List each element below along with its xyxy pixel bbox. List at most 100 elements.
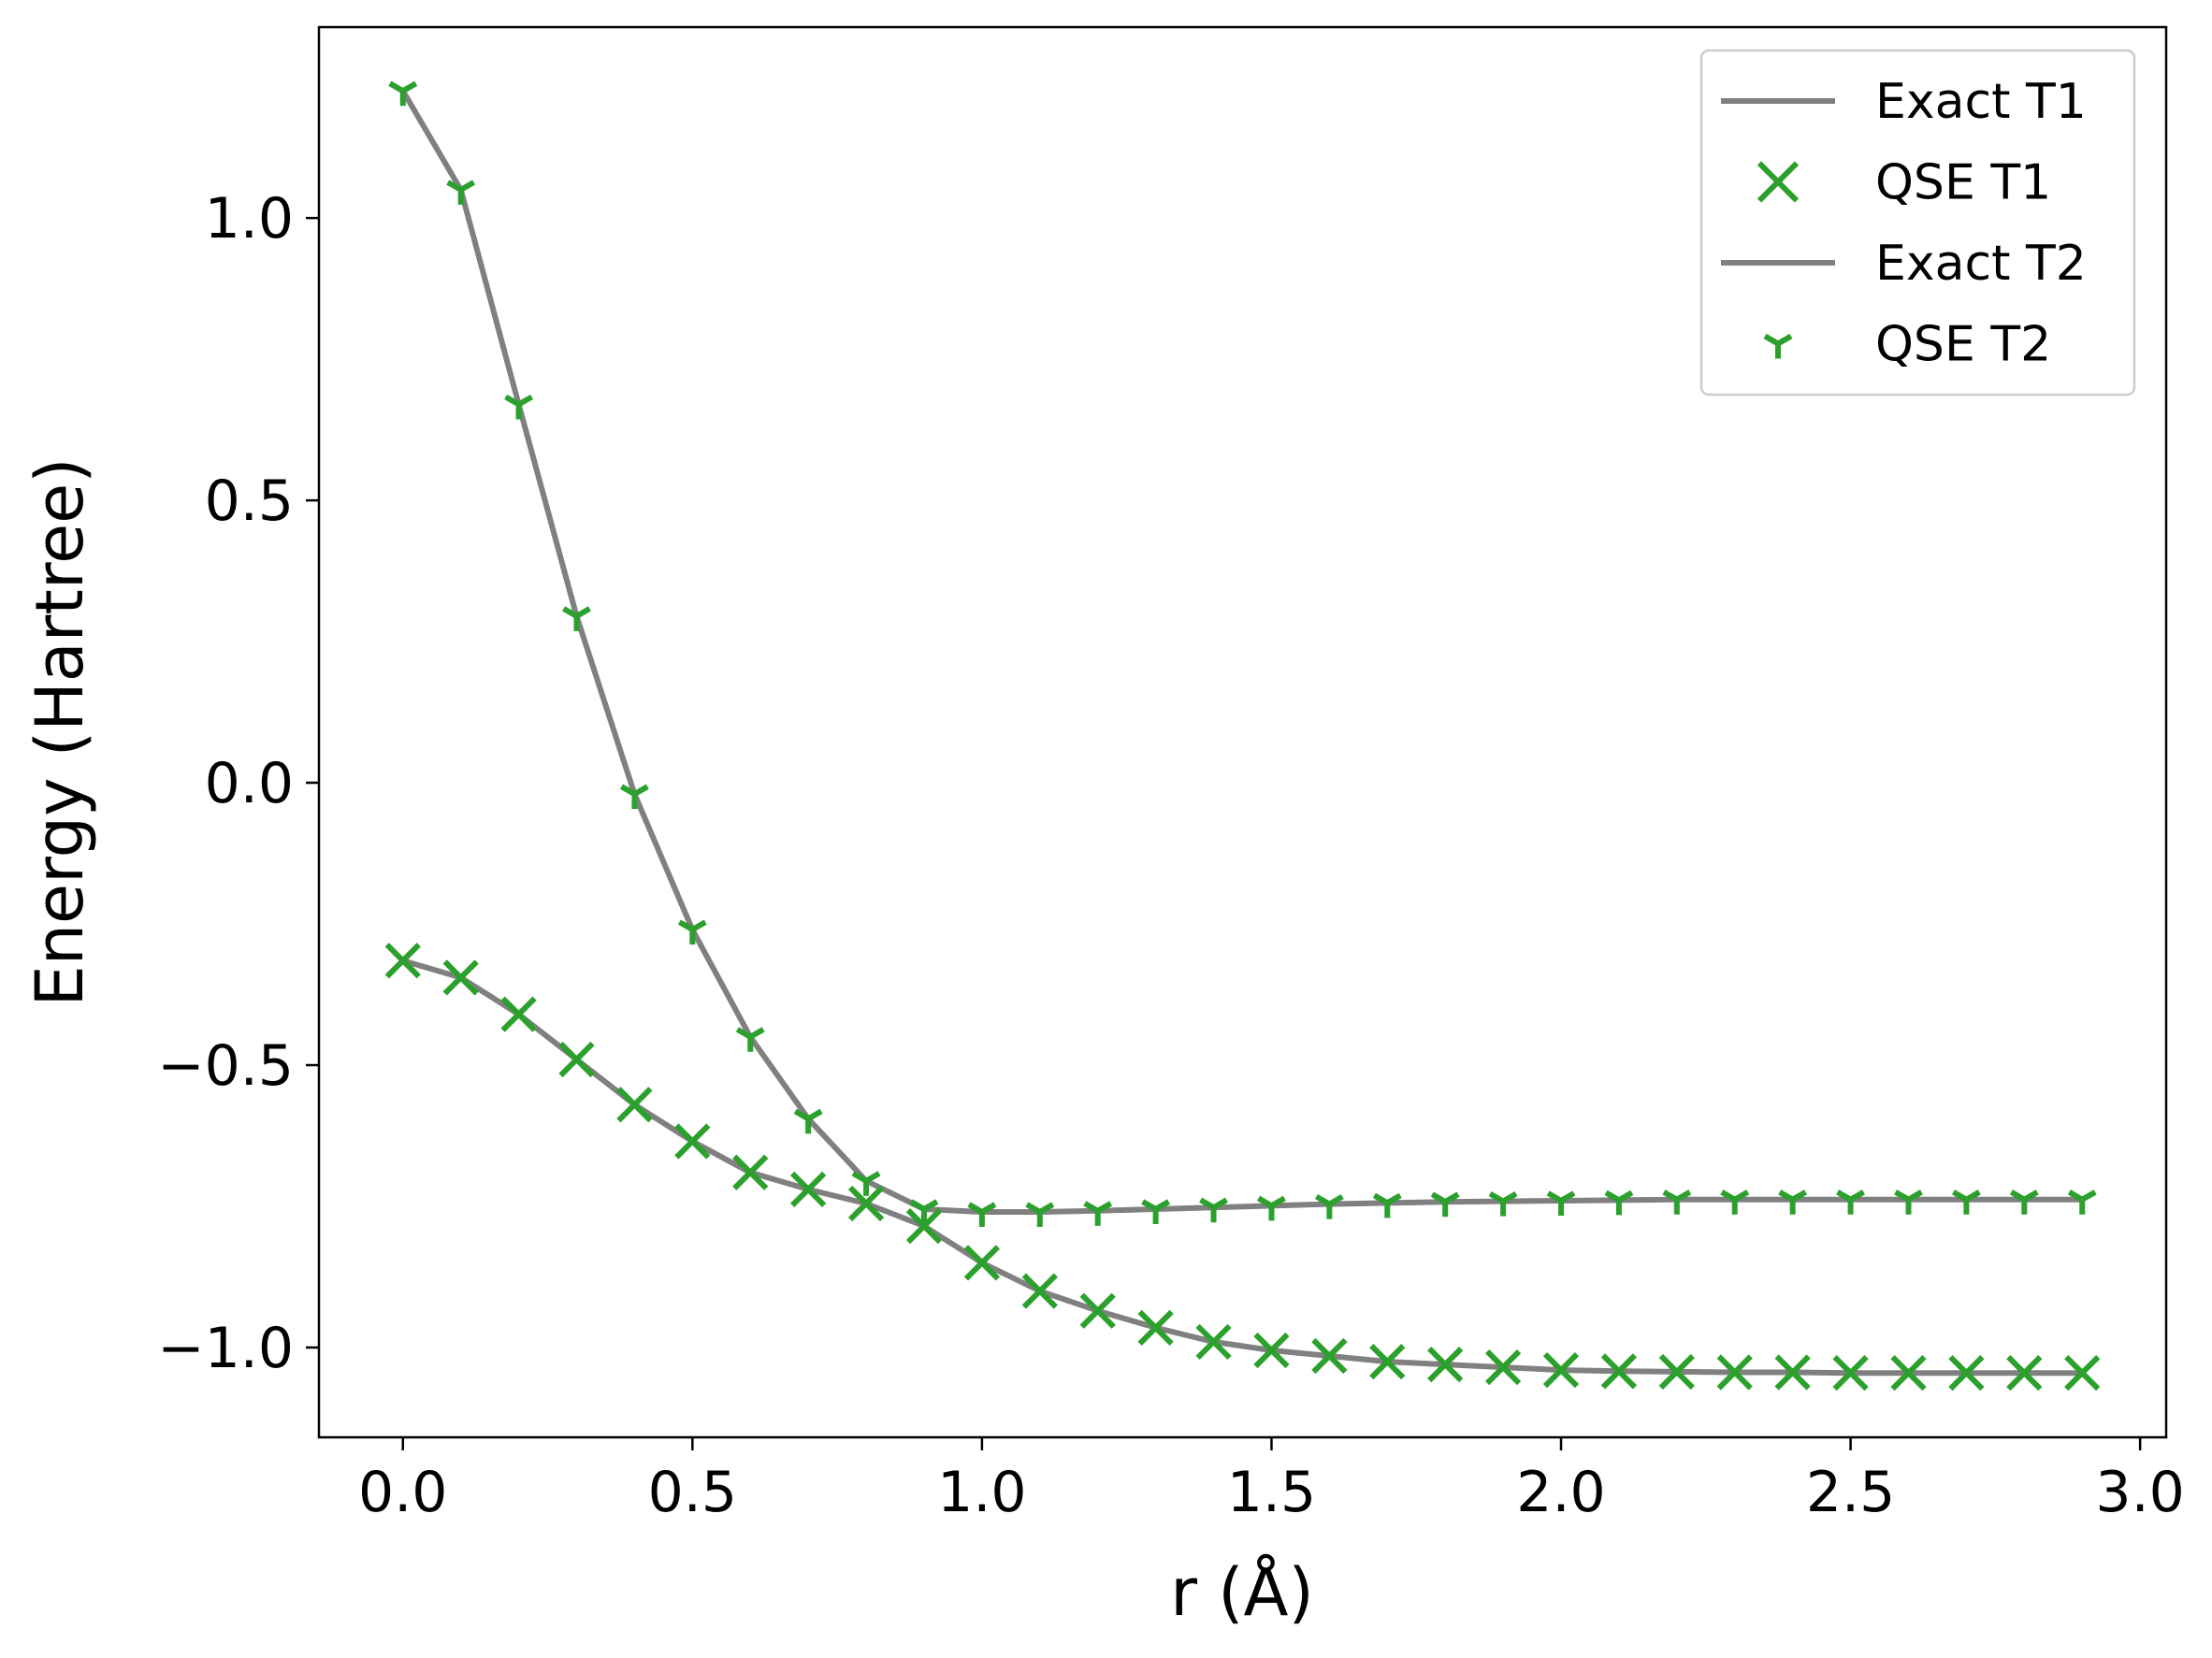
- legend-label-exact-t1: Exact T1: [1875, 74, 2087, 130]
- point-qse-t1: [1484, 1348, 1522, 1386]
- point-qse-t1: [558, 1041, 595, 1078]
- point-qse-t2-arm-left: [1604, 1189, 1621, 1203]
- point-qse-t2: [677, 919, 707, 945]
- point-qse-t2-arm-left: [1314, 1193, 1331, 1207]
- point-qse-t2-arm-right: [1906, 1189, 1923, 1203]
- point-qse-t2-arm-left: [1662, 1189, 1679, 1203]
- point-qse-t2-arm-left: [1430, 1191, 1447, 1204]
- point-qse-t2: [735, 1027, 765, 1052]
- point-qse-t2: [1199, 1197, 1228, 1223]
- point-qse-t1-stroke-b: [1890, 1355, 1927, 1391]
- point-qse-t2-arm-right: [459, 180, 476, 193]
- point-qse-t1: [674, 1123, 711, 1160]
- point-qse-t1: [384, 943, 421, 979]
- point-qse-t2-arm-right: [575, 606, 591, 619]
- y-axis-label: Energy (Hartree): [22, 457, 98, 1006]
- point-qse-t1: [847, 1185, 885, 1222]
- point-qse-t2-arm-left: [2009, 1189, 2026, 1203]
- y-tick-label: 0.0: [205, 751, 294, 816]
- point-qse-t2: [1025, 1202, 1055, 1228]
- point-qse-t1-stroke-b: [1774, 1354, 1811, 1391]
- x-tick-label: 0.0: [358, 1460, 447, 1525]
- point-qse-t1: [1427, 1346, 1464, 1383]
- legend: Exact T1 QSE T1 Exact T2 QSE T2: [1699, 49, 2136, 396]
- point-qse-t2: [2067, 1189, 2097, 1215]
- point-qse-t1-stroke-b: [558, 1041, 595, 1078]
- series-qse-t1: [384, 943, 2101, 1391]
- point-qse-t2: [967, 1202, 997, 1228]
- point-qse-t2-arm-right: [1733, 1189, 1750, 1203]
- x-tick-label: 2.0: [1516, 1460, 1605, 1525]
- y-tick-label: −1.0: [157, 1316, 294, 1381]
- point-qse-t2: [1083, 1201, 1113, 1226]
- point-qse-t2: [562, 606, 591, 631]
- point-qse-t1: [732, 1154, 769, 1190]
- x-tick-label: 3.0: [2095, 1460, 2184, 1525]
- x-tick-label: 2.5: [1806, 1460, 1895, 1525]
- point-qse-t2: [1662, 1189, 1692, 1215]
- point-qse-t2-arm-left: [388, 80, 405, 94]
- point-qse-t2-arm-right: [1154, 1199, 1171, 1212]
- point-qse-t2-arm-right: [1443, 1191, 1460, 1204]
- point-qse-t2-arm-left: [1951, 1189, 1968, 1203]
- point-qse-t1: [616, 1087, 653, 1123]
- y-tick-label: −0.5: [157, 1033, 294, 1099]
- point-qse-t2-arm-right: [1964, 1189, 1981, 1203]
- point-qse-t2-arm-right: [980, 1202, 997, 1215]
- point-qse-t2-arm-right: [1849, 1189, 1865, 1203]
- point-qse-t2-arm-left: [1546, 1190, 1563, 1204]
- point-qse-t2-arm-left: [1488, 1190, 1505, 1204]
- point-qse-t1: [1137, 1309, 1174, 1346]
- legend-swatch-qse-t2: [1763, 333, 1793, 359]
- x-tick-label: 1.0: [937, 1460, 1026, 1525]
- point-qse-t2-arm-right: [517, 394, 534, 408]
- point-qse-t1-stroke-b: [1079, 1292, 1116, 1329]
- point-qse-t1: [1658, 1353, 1695, 1391]
- point-qse-t1-stroke-b: [616, 1087, 653, 1123]
- point-qse-t1-stroke-b: [2006, 1355, 2043, 1391]
- point-qse-t2-arm-right: [1791, 1189, 1808, 1203]
- point-qse-t1: [1542, 1352, 1580, 1389]
- legend-swatch-qse-t2-arm-right: [1776, 333, 1793, 347]
- point-qse-t2-arm-right: [748, 1027, 765, 1040]
- plot-marks: [384, 80, 2101, 1391]
- point-qse-t1-stroke-b: [1600, 1353, 1638, 1390]
- point-qse-t2-arm-right: [1212, 1197, 1228, 1210]
- point-qse-t1: [442, 959, 479, 996]
- point-qse-t1-stroke-b: [1369, 1343, 1406, 1380]
- point-qse-t2: [1951, 1189, 1981, 1215]
- point-qse-t2-arm-right: [2022, 1189, 2039, 1203]
- point-qse-t2-arm-right: [1617, 1189, 1634, 1203]
- point-qse-t2-arm-right: [1675, 1189, 1692, 1203]
- point-qse-t1-stroke-b: [1658, 1353, 1695, 1391]
- point-qse-t2-arm-left: [562, 606, 579, 619]
- point-qse-t2-arm-left: [1083, 1201, 1100, 1214]
- point-qse-t1-stroke-b: [1311, 1337, 1348, 1375]
- legend-item-exact-t1: Exact T1: [1721, 74, 2087, 130]
- point-qse-t1-stroke-b: [500, 996, 537, 1032]
- point-qse-t2-arm-left: [1025, 1202, 1042, 1215]
- point-qse-t2-arm-right: [1385, 1192, 1402, 1205]
- point-qse-t1-stroke-b: [963, 1245, 1001, 1281]
- point-qse-t1: [905, 1208, 943, 1245]
- point-qse-t2: [620, 784, 649, 810]
- point-qse-t1: [1253, 1332, 1290, 1369]
- point-qse-t2-arm-left: [1141, 1199, 1158, 1212]
- point-qse-t2: [388, 80, 418, 107]
- point-qse-t1-stroke-b: [384, 943, 421, 979]
- axes-frame: [317, 25, 2168, 1439]
- point-qse-t1: [1195, 1323, 1232, 1361]
- point-qse-t1: [1021, 1273, 1058, 1309]
- point-qse-t2: [851, 1171, 881, 1196]
- legend-item-exact-t2: Exact T2: [1721, 236, 2087, 292]
- point-qse-t1: [1369, 1343, 1406, 1380]
- point-qse-t2-arm-right: [632, 784, 649, 797]
- point-qse-t2: [1894, 1189, 1923, 1215]
- point-qse-t1: [1948, 1355, 1985, 1391]
- point-qse-t2-arm-left: [2067, 1189, 2084, 1203]
- point-qse-t2-arm-right: [690, 919, 707, 932]
- point-qse-t1-stroke-b: [1948, 1355, 1985, 1391]
- x-tick-label: 1.5: [1227, 1460, 1316, 1525]
- point-qse-t2-arm-right: [806, 1108, 823, 1121]
